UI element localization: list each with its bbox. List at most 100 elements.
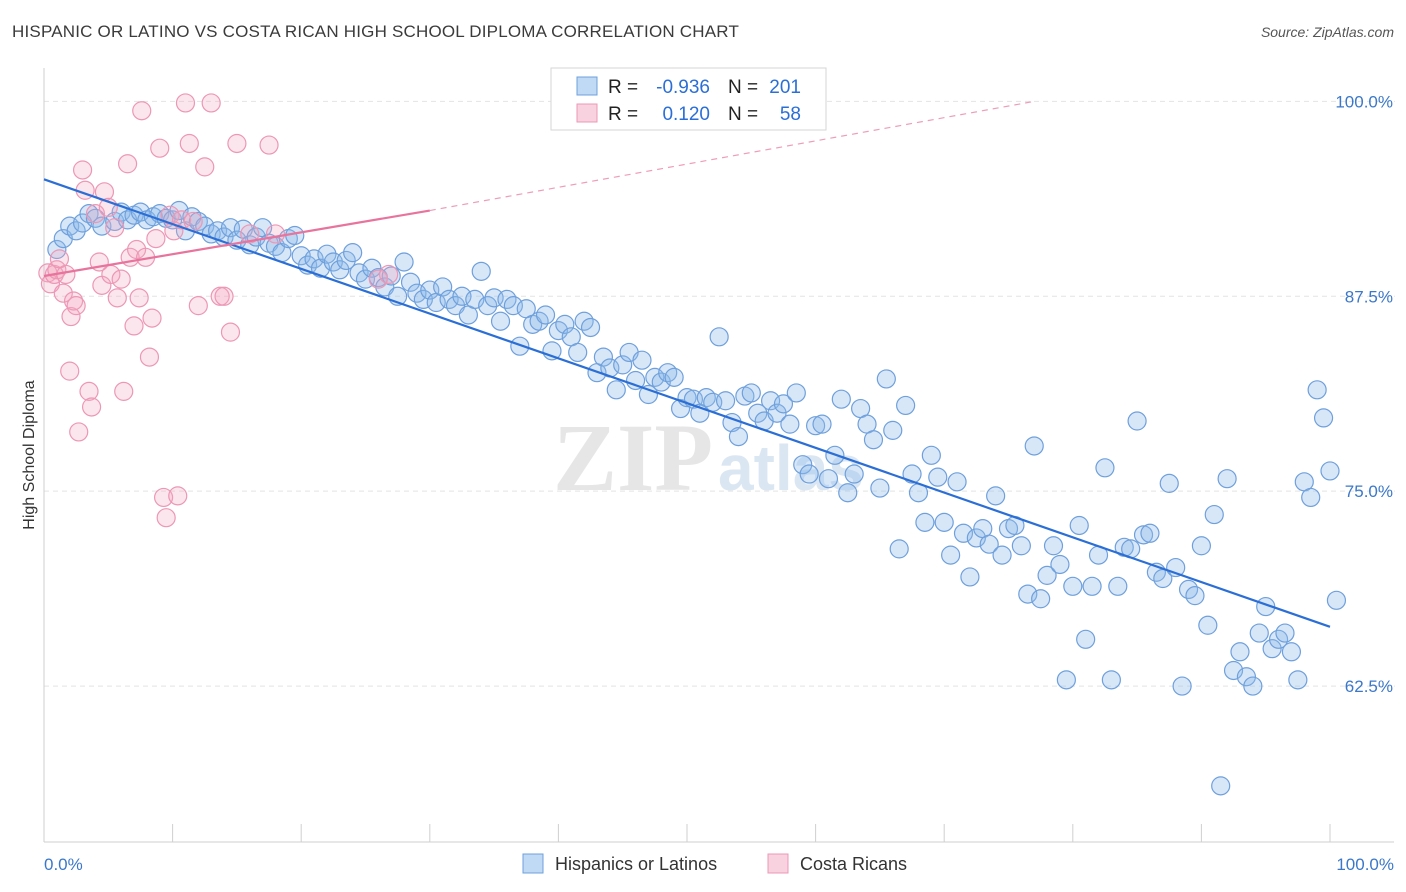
hispanics-point	[1326, 590, 1347, 610]
hispanics-point	[651, 372, 671, 392]
legend-n-label: N =	[728, 77, 758, 98]
hispanics-point	[632, 350, 652, 370]
costa-ricans-point	[69, 422, 89, 442]
hispanics-point	[728, 427, 749, 447]
legend-series-swatch	[522, 853, 544, 874]
hispanics-point	[1320, 461, 1340, 481]
x-tick-label: 0.0%	[44, 855, 83, 874]
hispanics-point	[330, 260, 350, 280]
legend-n-label: N =	[728, 104, 758, 125]
costa-ricans-point	[132, 101, 152, 121]
hispanics-point	[953, 523, 974, 543]
hispanics-point	[555, 314, 575, 334]
costa-ricans-point	[61, 306, 81, 327]
costa-ricans-point	[168, 486, 188, 506]
costa-ricans-point	[114, 381, 134, 401]
costa-ricans-point	[175, 93, 196, 113]
hispanics-point	[780, 414, 800, 434]
hispanics-point	[85, 208, 106, 228]
hispanics-trend-line	[43, 178, 1331, 628]
hispanics-point	[921, 445, 941, 465]
costa-ricans-point	[214, 286, 234, 306]
hispanics-point	[606, 380, 626, 400]
hispanics-point	[928, 467, 948, 487]
hispanics-point	[1011, 536, 1031, 556]
costa-ricans-trend-extension	[429, 100, 1035, 212]
costa-ricans-point	[81, 397, 102, 417]
hispanics-point	[786, 383, 806, 403]
hispanics-point	[66, 221, 86, 241]
hispanics-point	[1307, 380, 1327, 400]
legend-series-label: Hispanics or Latinos	[555, 854, 717, 874]
costa-ricans-point	[259, 135, 279, 155]
hispanics-point	[1249, 623, 1269, 643]
hispanics-point	[1133, 525, 1154, 545]
legend-r-label: R =	[608, 104, 638, 125]
y-axis-label: High School Diploma	[21, 380, 38, 530]
hispanics-point	[1050, 554, 1070, 575]
costa-ricans-point	[79, 381, 99, 401]
watermark: ZIP atlas	[553, 404, 864, 511]
hispanics-point	[613, 355, 633, 375]
hispanics-point	[317, 244, 337, 264]
costa-ricans-point	[53, 283, 73, 303]
hispanics-point	[767, 403, 787, 423]
hispanics-point	[1095, 458, 1115, 478]
costa-ricans-point	[146, 228, 166, 249]
hispanics-point	[992, 545, 1012, 565]
hispanics-point	[1243, 676, 1263, 696]
hispanics-point	[883, 420, 903, 440]
hispanics-point	[625, 370, 646, 391]
axes: 62.5% 75.0% 87.5% 100.0% 0.0% 100.0% High Scho…	[21, 68, 1394, 874]
hispanics-point	[812, 414, 832, 434]
hispanics-point	[1288, 670, 1308, 690]
hispanics-point	[1018, 584, 1038, 604]
legend-r-value: -0.936	[656, 77, 710, 98]
hispanics-point	[863, 430, 884, 450]
chart-source: Source: ZipAtlas.com	[1260, 24, 1394, 40]
hispanics-point	[1301, 487, 1321, 508]
hispanics-point	[445, 296, 466, 316]
hispanics-point	[1101, 670, 1121, 690]
legend-n-value: 58	[780, 104, 801, 125]
hispanics-point	[1043, 536, 1064, 556]
hispanics-point	[773, 394, 794, 414]
hispanics-point	[1082, 576, 1102, 596]
hispanics-point	[805, 416, 826, 436]
costa-ricans-point	[201, 93, 221, 113]
hispanics-point	[1191, 536, 1212, 556]
hispanics-point	[1172, 676, 1192, 696]
costa-ricans-point	[150, 138, 170, 158]
watermark-atlas: atlas	[718, 432, 864, 504]
hispanics-point	[960, 567, 980, 587]
costa-ricans-point	[188, 296, 208, 316]
costa-ricans-point	[183, 211, 203, 232]
hispanics-point	[670, 398, 691, 419]
hispanics-point	[1313, 408, 1334, 428]
hispanics-point	[1198, 615, 1218, 635]
hispanics-point	[1037, 565, 1057, 585]
hispanics-point	[1127, 411, 1147, 431]
hispanics-point	[1024, 436, 1044, 456]
hispanics-point	[793, 455, 813, 475]
hispanics-point	[947, 472, 967, 492]
hispanics-point	[1204, 504, 1224, 525]
hispanics-point	[1230, 642, 1250, 662]
costa-ricans-point	[129, 288, 149, 308]
hispanics-point	[844, 464, 864, 484]
costa-ricans-point	[220, 322, 241, 342]
y-tick-label: 87.5%	[1345, 287, 1393, 306]
costa-ricans-point	[139, 347, 160, 367]
legend-stats-swatch	[576, 103, 598, 123]
hispanics-point	[818, 469, 839, 489]
hispanics-point	[1063, 576, 1083, 596]
hispanics-point	[715, 391, 736, 411]
series-costa-ricans-points	[38, 93, 399, 528]
hispanics-point	[902, 464, 922, 484]
hispanics-point	[941, 545, 961, 565]
hispanics-point	[1108, 576, 1128, 596]
hispanics-point	[1069, 515, 1089, 536]
y-tick-label: 62.5%	[1345, 677, 1393, 696]
hispanics-point	[1140, 523, 1160, 543]
